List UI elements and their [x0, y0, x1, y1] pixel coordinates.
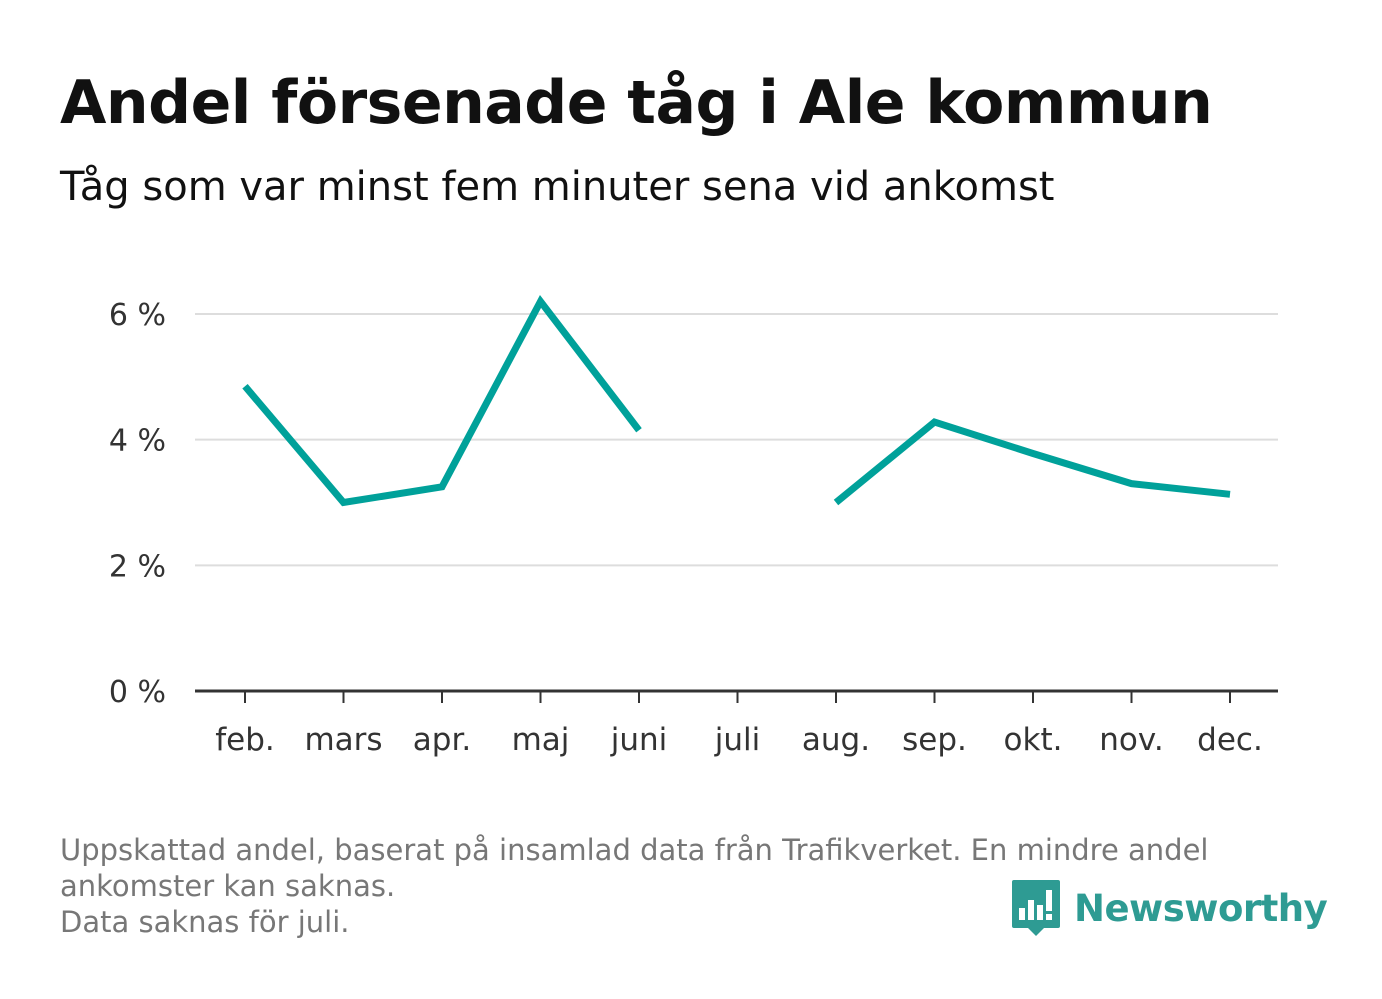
brand-logo: Newsworthy: [1010, 878, 1328, 938]
x-tick-label: dec.: [1197, 722, 1263, 758]
series-line-segment: [833, 418, 1231, 506]
series-line-segment: [242, 294, 642, 507]
footnote-line: Data saknas för juli.: [60, 905, 350, 939]
x-tick-label: juni: [610, 722, 668, 758]
x-tick-label: aug.: [802, 722, 870, 758]
bar-chart-speech-bubble-icon: [1012, 880, 1060, 936]
y-tick-label: 6 %: [109, 298, 166, 333]
x-tick-label: juli: [714, 722, 761, 758]
footnote-line: Uppskattad andel, baserat på insamlad da…: [60, 833, 1209, 867]
x-tick-label: okt.: [1004, 722, 1063, 758]
x-axis-ticks: feb. mars apr. maj juni juli aug. sep. okt. nov. d…: [215, 691, 1263, 758]
x-tick-label: apr.: [413, 722, 471, 758]
y-tick-label: 0 %: [109, 675, 166, 710]
footnote: Uppskattad andel, baserat på insamlad da…: [60, 832, 1310, 940]
brand-name: Newsworthy: [1074, 886, 1328, 930]
x-tick-label: maj: [512, 722, 570, 758]
gridlines: [195, 313, 1278, 567]
y-tick-label: 4 %: [109, 424, 166, 459]
y-axis-ticks: 0 % 2 % 4 % 6 %: [109, 298, 166, 710]
chart-title: Andel försenade tåg i Ale kommun: [60, 68, 1213, 138]
x-tick-label: feb.: [215, 722, 275, 758]
chart-subtitle: Tåg som var minst fem minuter sena vid a…: [60, 164, 1055, 210]
footnote-line: ankomster kan saknas.: [60, 869, 396, 903]
x-tick-label: nov.: [1099, 722, 1163, 758]
series-lines: [242, 294, 1231, 507]
y-tick-label: 2 %: [109, 549, 166, 584]
x-tick-label: sep.: [902, 722, 967, 758]
x-tick-label: mars: [304, 722, 382, 758]
